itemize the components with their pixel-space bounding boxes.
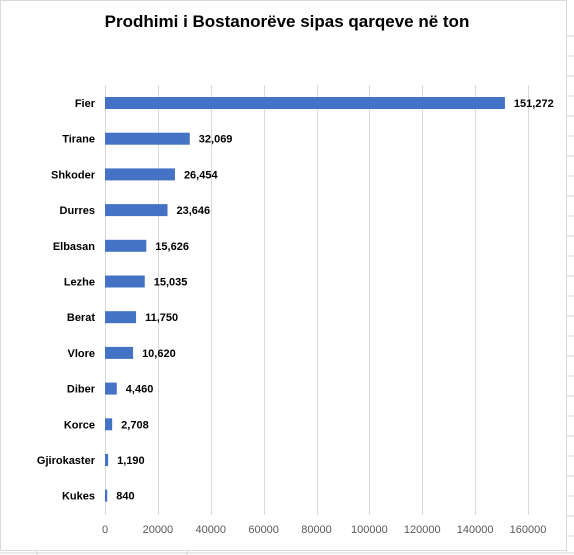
- x-tick-label: 20000: [143, 524, 174, 536]
- data-labels: 151,272 32,069 26,454 23,646 15,626 15,035 11,…: [116, 98, 553, 503]
- data-label: 26,454: [184, 169, 219, 181]
- data-label: 32,069: [199, 134, 233, 146]
- data-label: 11,750: [145, 312, 178, 324]
- data-label: 4,460: [126, 384, 154, 396]
- category-label: Berat: [67, 312, 95, 324]
- bar-shkoder[interactable]: [105, 168, 175, 181]
- data-label: 15,035: [154, 277, 188, 289]
- x-axis-tick-labels: 0 20000 40000 60000 80000 100000 120000 140000 1…: [102, 524, 546, 536]
- category-axis-labels: Fier Tirane Shkoder Durres Elbasan Lezhe Berat…: [37, 98, 96, 503]
- bar-berat[interactable]: [105, 311, 137, 324]
- bar-kukes[interactable]: [105, 489, 108, 502]
- data-label: 1,190: [117, 455, 145, 467]
- bar-durres[interactable]: [105, 204, 168, 217]
- data-label: 840: [116, 491, 134, 503]
- x-gridlines: [105, 85, 529, 515]
- bar-vlore[interactable]: [105, 346, 134, 359]
- category-label: Durres: [60, 205, 95, 217]
- bar-fier[interactable]: [105, 97, 505, 109]
- bar-korce[interactable]: [105, 418, 113, 431]
- bar-diber[interactable]: [105, 382, 117, 395]
- category-label: Gjirokaster: [37, 455, 96, 467]
- category-label: Vlore: [67, 348, 95, 360]
- x-tick-label: 140000: [457, 524, 494, 536]
- category-label: Tirane: [62, 134, 95, 146]
- data-label: 2,708: [121, 419, 149, 431]
- bar-gjirokaster[interactable]: [105, 454, 109, 466]
- data-label: 151,272: [514, 98, 554, 110]
- category-label: Shkoder: [51, 169, 96, 181]
- x-tick-label: 0: [102, 524, 108, 536]
- x-tick-label: 160000: [510, 524, 547, 536]
- chart-title: Prodhimi i Bostanorëve sipas qarqeve në …: [105, 12, 470, 31]
- spreadsheet-gridlines: [0, 35, 574, 555]
- category-label: Diber: [67, 384, 96, 396]
- bar-tirane[interactable]: [105, 132, 190, 145]
- data-label: 10,620: [142, 348, 176, 360]
- category-label: Elbasan: [53, 241, 95, 253]
- x-tick-label: 60000: [248, 524, 279, 536]
- data-label: 15,626: [155, 241, 189, 253]
- x-tick-label: 80000: [301, 524, 332, 536]
- bar-series: [105, 97, 505, 502]
- bar-elbasan[interactable]: [105, 239, 147, 252]
- x-tick-label: 40000: [195, 524, 226, 536]
- category-label: Korce: [64, 419, 95, 431]
- x-tick-label: 120000: [404, 524, 441, 536]
- x-tick-label: 100000: [351, 524, 388, 536]
- data-label: 23,646: [177, 205, 211, 217]
- category-label: Kukes: [62, 491, 95, 503]
- category-label: Lezhe: [64, 277, 95, 289]
- bar-lezhe[interactable]: [105, 275, 145, 288]
- category-label: Fier: [75, 98, 96, 110]
